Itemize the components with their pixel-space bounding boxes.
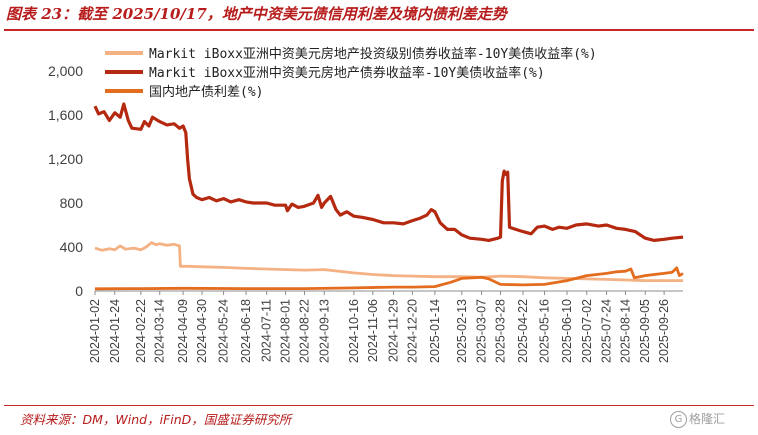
line-chart: Markit iBoxx亚洲中资美元房地产投资级别债券收益率-10Y美债收益率(… [48, 46, 684, 363]
x-tick-label: 2024-07-11 [260, 299, 274, 362]
y-axis: 0 400 800 1,200 1,600 2,000 [48, 63, 83, 299]
y-tick-label: 800 [60, 195, 84, 211]
x-tick-label: 2024-03-14 [153, 299, 167, 363]
x-tick-label: 2025-04-22 [516, 299, 530, 363]
watermark-text: 格隆汇 [689, 412, 726, 426]
y-tick-label: 1,600 [48, 107, 83, 123]
legend-label-1: Markit iBoxx亚洲中资美元房地产投资级别债券收益率-10Y美债收益率(… [149, 46, 597, 62]
y-tick-label: 400 [60, 239, 84, 255]
x-tick-label: 2024-01-24 [108, 299, 122, 363]
chart-legend: Markit iBoxx亚洲中资美元房地产投资级别债券收益率-10Y美债收益率(… [105, 46, 597, 100]
x-tick-label: 2024-08-22 [297, 299, 311, 363]
x-tick-label: 2025-02-13 [455, 299, 469, 363]
figure-title: 图表 23：截至 2025/10/17，地产中资美元债信用利差及境内债利差走势 [6, 5, 507, 23]
watermark: G 格隆汇 [670, 410, 725, 428]
x-tick-label: 2024-05-24 [217, 299, 231, 363]
series-line-3 [94, 266, 684, 291]
x-tick-label: 2025-09-26 [657, 299, 671, 363]
x-tick-label: 2024-10-16 [347, 299, 361, 363]
series-line-1 [94, 241, 683, 282]
x-tick-label: 2024-06-18 [239, 299, 253, 363]
source-note: 资料来源：DM，Wind，iFinD，国盛证券研究所 [20, 412, 292, 427]
x-tick-label: 2024-04-30 [195, 299, 209, 363]
x-tick-label: 2024-08-01 [279, 299, 293, 363]
x-tick-label: 2025-07-02 [580, 299, 594, 363]
x-tick-label: 2024-11-29 [386, 299, 400, 362]
x-tick-label: 2024-09-13 [317, 299, 331, 363]
x-tick-label: 2025-07-24 [600, 299, 614, 363]
x-tick-label: 2025-03-28 [493, 299, 507, 363]
x-tick-label: 2025-03-07 [475, 299, 489, 363]
y-tick-label: 0 [75, 283, 83, 299]
series-line-2 [93, 102, 684, 242]
series-lines [93, 102, 684, 291]
y-tick-label: 1,200 [48, 151, 83, 167]
x-tick-label: 2025-08-14 [618, 299, 632, 363]
y-tick-label: 2,000 [48, 63, 83, 79]
title-divider [4, 29, 754, 31]
x-tick-label: 2024-01-02 [88, 299, 102, 363]
x-tick-label: 2024-02-22 [134, 299, 148, 363]
x-tick-label: 2025-05-16 [538, 299, 552, 363]
x-tick-label: 2025-06-10 [560, 299, 574, 363]
x-tick-label: 2025-09-05 [638, 299, 652, 363]
x-tick-label: 2024-04-09 [176, 299, 190, 363]
watermark-logo-icon: G [670, 411, 687, 428]
x-tick-label: 2024-12-20 [405, 299, 419, 363]
legend-label-2: Markit iBoxx亚洲中资美元房地产债券收益率-10Y美债收益率(%) [149, 65, 545, 81]
x-tick-label: 2024-11-06 [366, 299, 380, 362]
source-divider [4, 405, 754, 406]
x-axis: 2024-01-02 2024-01-24 2024-02-22 2024-03-14… [88, 290, 683, 363]
legend-label-3: 国内地产债利差(%) [149, 84, 263, 100]
x-tick-label: 2025-01-14 [428, 299, 442, 363]
